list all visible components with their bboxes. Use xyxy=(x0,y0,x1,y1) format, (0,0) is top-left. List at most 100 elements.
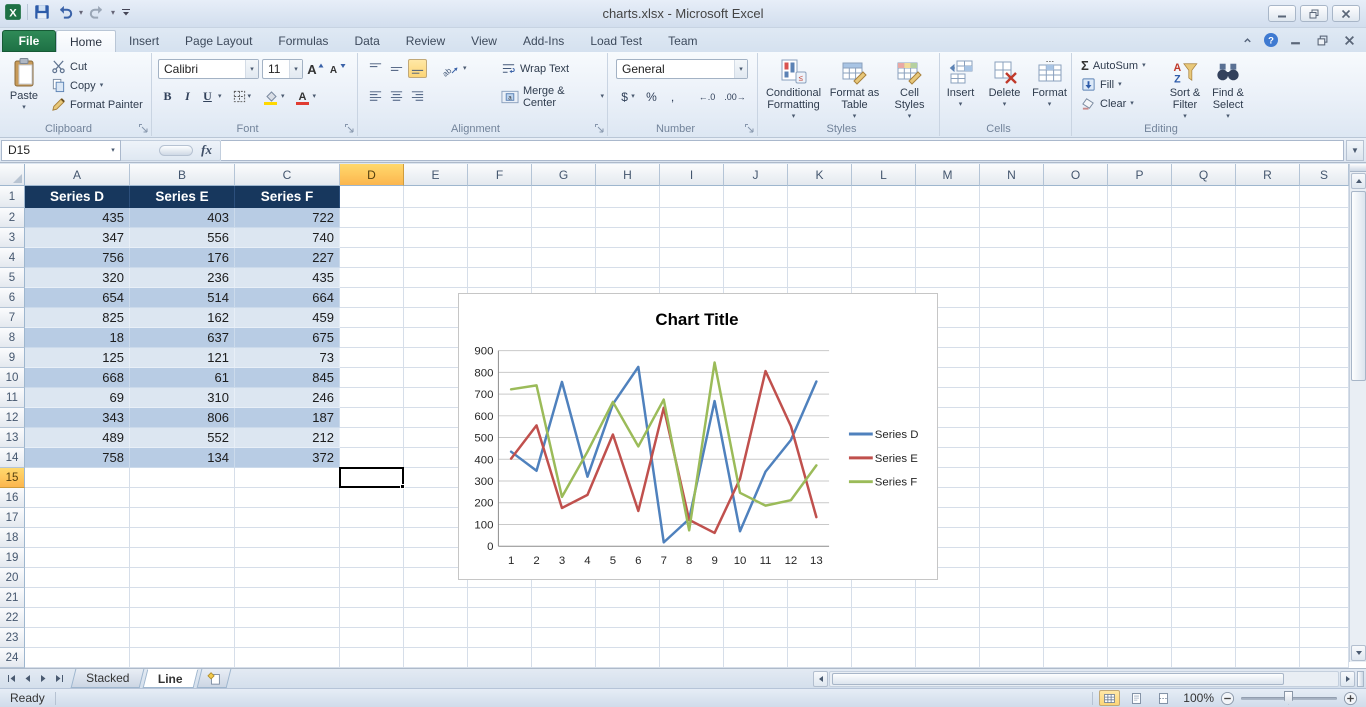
cell-R11[interactable] xyxy=(1236,388,1300,408)
cell-K21[interactable] xyxy=(788,588,852,608)
view-page-break-button[interactable] xyxy=(1153,690,1174,706)
cell-G2[interactable] xyxy=(532,208,596,228)
cell-F22[interactable] xyxy=(468,608,532,628)
cell-H5[interactable] xyxy=(596,268,660,288)
cell-O17[interactable] xyxy=(1044,508,1108,528)
cell-F2[interactable] xyxy=(468,208,532,228)
column-header-R[interactable]: R xyxy=(1236,164,1300,186)
cell-H24[interactable] xyxy=(596,648,660,668)
scroll-left-icon[interactable] xyxy=(813,671,828,687)
doc-minimize-button[interactable] xyxy=(1284,32,1306,48)
cell-O24[interactable] xyxy=(1044,648,1108,668)
cell-M16[interactable] xyxy=(916,488,980,508)
cell-C20[interactable] xyxy=(235,568,340,588)
cell-N21[interactable] xyxy=(980,588,1044,608)
cell-C11[interactable]: 246 xyxy=(235,388,340,408)
redo-icon[interactable] xyxy=(88,3,106,21)
cell-A4[interactable]: 756 xyxy=(25,248,130,268)
increase-indent-button[interactable] xyxy=(462,87,481,106)
cell-P23[interactable] xyxy=(1108,628,1172,648)
cell-R15[interactable] xyxy=(1236,468,1300,488)
cell-O1[interactable] xyxy=(1044,186,1108,208)
cell-P18[interactable] xyxy=(1108,528,1172,548)
cell-D7[interactable] xyxy=(340,308,404,328)
align-bottom-button[interactable] xyxy=(408,59,427,78)
font-size-combo[interactable]: 11 ▾ xyxy=(262,59,303,79)
zoom-slider[interactable] xyxy=(1241,690,1337,705)
vertical-split-handle[interactable] xyxy=(1350,164,1366,172)
cell-P16[interactable] xyxy=(1108,488,1172,508)
cell-D8[interactable] xyxy=(340,328,404,348)
cell-F5[interactable] xyxy=(468,268,532,288)
cell-R6[interactable] xyxy=(1236,288,1300,308)
cell-J23[interactable] xyxy=(724,628,788,648)
borders-icon[interactable] xyxy=(232,89,247,104)
cell-C15[interactable] xyxy=(235,468,340,488)
cell-O15[interactable] xyxy=(1044,468,1108,488)
cell-M13[interactable] xyxy=(916,428,980,448)
cell-J22[interactable] xyxy=(724,608,788,628)
cell-C21[interactable] xyxy=(235,588,340,608)
cell-F24[interactable] xyxy=(468,648,532,668)
conditional-formatting-button[interactable]: ≤ Conditional Formatting ▾ xyxy=(763,56,825,120)
column-header-E[interactable]: E xyxy=(404,164,468,186)
cell-I22[interactable] xyxy=(660,608,724,628)
cell-A23[interactable] xyxy=(25,628,130,648)
row-header-1[interactable]: 1 xyxy=(0,186,25,208)
cell-P1[interactable] xyxy=(1108,186,1172,208)
cell-N14[interactable] xyxy=(980,448,1044,468)
excel-logo-icon[interactable]: X xyxy=(4,3,22,21)
cell-A3[interactable]: 347 xyxy=(25,228,130,248)
cell-C24[interactable] xyxy=(235,648,340,668)
clipboard-dialog-launcher-icon[interactable] xyxy=(138,123,149,134)
cell-P13[interactable] xyxy=(1108,428,1172,448)
cell-C12[interactable]: 187 xyxy=(235,408,340,428)
cell-D10[interactable] xyxy=(340,368,404,388)
minimize-button[interactable] xyxy=(1268,5,1296,22)
cell-M14[interactable] xyxy=(916,448,980,468)
tab-add-ins[interactable]: Add-Ins xyxy=(522,34,565,48)
cell-Q22[interactable] xyxy=(1172,608,1236,628)
alignment-dialog-launcher-icon[interactable] xyxy=(594,123,605,134)
tab-review[interactable]: Review xyxy=(405,34,446,48)
column-header-A[interactable]: A xyxy=(25,164,130,186)
row-header-5[interactable]: 5 xyxy=(0,268,25,288)
cell-M12[interactable] xyxy=(916,408,980,428)
cell-Q3[interactable] xyxy=(1172,228,1236,248)
horizontal-scroll-thumb[interactable] xyxy=(832,673,1284,685)
vertical-scroll-thumb[interactable] xyxy=(1351,191,1366,381)
cell-S9[interactable] xyxy=(1300,348,1349,368)
save-icon[interactable] xyxy=(33,3,51,21)
column-header-H[interactable]: H xyxy=(596,164,660,186)
cell-G23[interactable] xyxy=(532,628,596,648)
cell-A20[interactable] xyxy=(25,568,130,588)
row-header-23[interactable]: 23 xyxy=(0,628,25,648)
cell-A11[interactable]: 69 xyxy=(25,388,130,408)
vertical-scrollbar[interactable] xyxy=(1349,164,1366,662)
cell-N18[interactable] xyxy=(980,528,1044,548)
font-color-icon[interactable]: A xyxy=(293,89,312,105)
column-header-S[interactable]: S xyxy=(1300,164,1349,186)
number-dialog-launcher-icon[interactable] xyxy=(744,123,755,134)
cell-S1[interactable] xyxy=(1300,186,1349,208)
orientation-icon[interactable]: ab xyxy=(441,61,461,77)
cell-M18[interactable] xyxy=(916,528,980,548)
cell-A5[interactable]: 320 xyxy=(25,268,130,288)
cell-M2[interactable] xyxy=(916,208,980,228)
cell-F1[interactable] xyxy=(468,186,532,208)
cell-R8[interactable] xyxy=(1236,328,1300,348)
cell-J4[interactable] xyxy=(724,248,788,268)
cell-P4[interactable] xyxy=(1108,248,1172,268)
cell-D2[interactable] xyxy=(340,208,404,228)
row-header-8[interactable]: 8 xyxy=(0,328,25,348)
cell-R4[interactable] xyxy=(1236,248,1300,268)
cell-D4[interactable] xyxy=(340,248,404,268)
cell-M19[interactable] xyxy=(916,548,980,568)
autosum-button[interactable]: Σ AutoSum ▾ xyxy=(1081,58,1146,73)
cell-M1[interactable] xyxy=(916,186,980,208)
cell-Q24[interactable] xyxy=(1172,648,1236,668)
sheet-tab-stacked[interactable]: Stacked xyxy=(70,669,145,688)
cell-N22[interactable] xyxy=(980,608,1044,628)
tab-page-layout[interactable]: Page Layout xyxy=(185,34,253,48)
tab-split-handle[interactable] xyxy=(1357,671,1364,687)
